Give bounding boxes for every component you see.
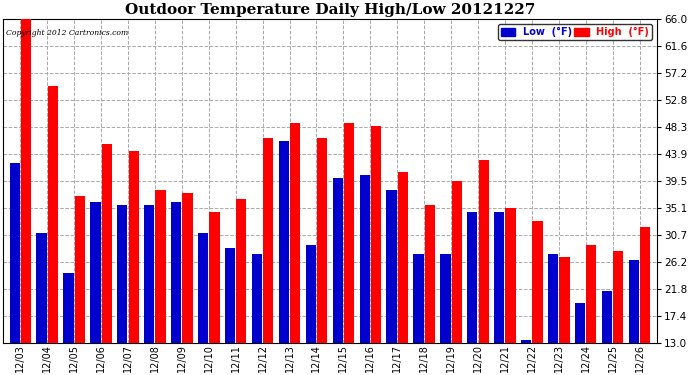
Bar bbox=[290, 123, 300, 343]
Bar bbox=[63, 273, 74, 343]
Bar bbox=[575, 303, 585, 343]
Bar bbox=[209, 211, 219, 343]
Bar bbox=[225, 248, 235, 343]
Bar bbox=[521, 340, 531, 343]
Bar bbox=[75, 196, 85, 343]
Bar bbox=[10, 163, 20, 343]
Bar bbox=[101, 144, 112, 343]
Bar bbox=[198, 233, 208, 343]
Bar bbox=[548, 254, 558, 343]
Bar bbox=[586, 245, 596, 343]
Bar bbox=[317, 138, 327, 343]
Bar bbox=[182, 193, 193, 343]
Bar bbox=[306, 245, 316, 343]
Bar bbox=[467, 211, 477, 343]
Bar bbox=[344, 123, 354, 343]
Bar bbox=[424, 206, 435, 343]
Bar bbox=[48, 87, 58, 343]
Title: Outdoor Temperature Daily High/Low 20121227: Outdoor Temperature Daily High/Low 20121… bbox=[125, 3, 535, 17]
Bar bbox=[560, 257, 569, 343]
Bar bbox=[128, 150, 139, 343]
Bar bbox=[371, 126, 381, 343]
Bar bbox=[171, 202, 181, 343]
Bar bbox=[533, 220, 542, 343]
Bar bbox=[21, 20, 31, 343]
Bar bbox=[90, 202, 101, 343]
Bar bbox=[413, 254, 424, 343]
Bar bbox=[359, 175, 370, 343]
Bar bbox=[640, 227, 650, 343]
Bar bbox=[252, 254, 262, 343]
Bar bbox=[333, 178, 343, 343]
Bar bbox=[440, 254, 451, 343]
Bar bbox=[629, 260, 639, 343]
Bar bbox=[451, 181, 462, 343]
Bar bbox=[37, 233, 47, 343]
Bar bbox=[236, 200, 246, 343]
Bar bbox=[479, 160, 489, 343]
Legend: Low  (°F), High  (°F): Low (°F), High (°F) bbox=[497, 24, 652, 40]
Bar bbox=[386, 190, 397, 343]
Bar bbox=[397, 172, 408, 343]
Bar bbox=[613, 251, 623, 343]
Bar bbox=[279, 141, 289, 343]
Bar bbox=[144, 206, 155, 343]
Bar bbox=[506, 209, 515, 343]
Bar bbox=[494, 211, 504, 343]
Bar bbox=[117, 206, 128, 343]
Bar bbox=[602, 291, 612, 343]
Bar bbox=[263, 138, 273, 343]
Bar bbox=[155, 190, 166, 343]
Text: Copyright 2012 Cartronics.com: Copyright 2012 Cartronics.com bbox=[6, 29, 128, 37]
